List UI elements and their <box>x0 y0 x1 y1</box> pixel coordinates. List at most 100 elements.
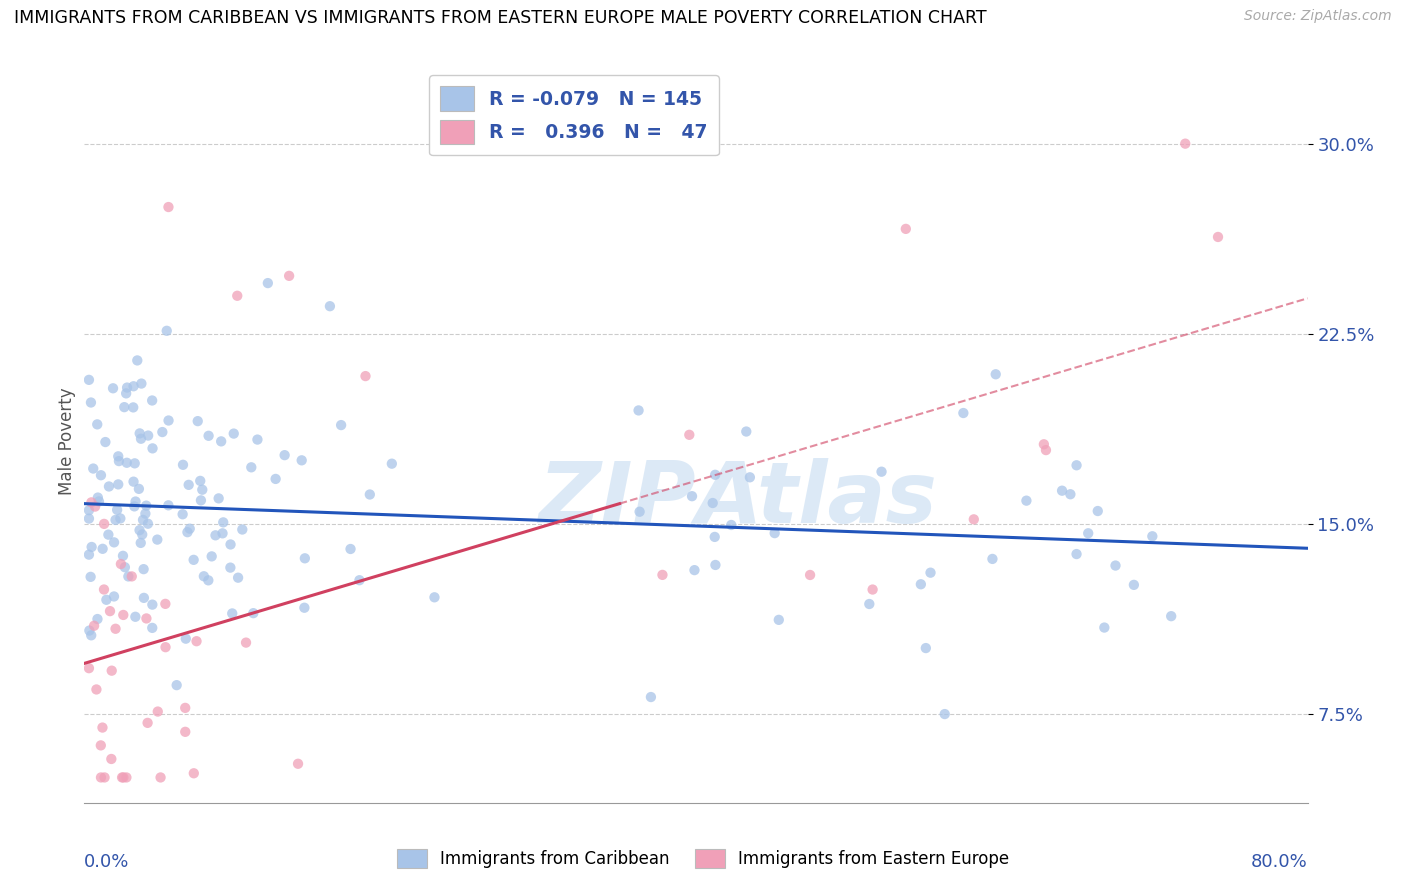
Point <box>86 612 108 626</box>
Point <box>1059 487 1081 501</box>
Point <box>135 611 157 625</box>
Point <box>115 381 138 395</box>
Point <box>107 477 129 491</box>
Point <box>136 428 159 442</box>
Point <box>381 457 404 471</box>
Point <box>193 569 215 583</box>
Point <box>278 268 301 283</box>
Point <box>150 425 173 439</box>
Point <box>122 379 145 393</box>
Point <box>242 606 264 620</box>
Point <box>981 552 1004 566</box>
Point <box>79 570 101 584</box>
Point <box>112 771 135 785</box>
Point <box>141 442 163 456</box>
Point <box>319 299 342 313</box>
Legend: R = -0.079   N = 145, R =   0.396   N =   47: R = -0.079 N = 145, R = 0.396 N = 47 <box>429 75 718 155</box>
Point <box>197 574 219 588</box>
Point <box>115 386 138 401</box>
Point <box>96 592 118 607</box>
Point <box>738 470 761 484</box>
Point <box>354 369 377 384</box>
Point <box>111 771 134 785</box>
Point <box>231 523 253 537</box>
Point <box>90 739 112 753</box>
Point <box>349 573 371 587</box>
Point <box>124 609 146 624</box>
Point <box>136 516 159 531</box>
Point <box>146 705 169 719</box>
Point <box>628 505 651 519</box>
Point <box>77 503 100 517</box>
Point <box>112 607 135 622</box>
Point <box>209 434 232 449</box>
Point <box>101 381 124 395</box>
Point <box>763 526 786 541</box>
Point <box>103 590 125 604</box>
Point <box>683 563 706 577</box>
Point <box>291 453 314 467</box>
Point <box>640 690 662 704</box>
Point <box>768 613 790 627</box>
Point <box>221 607 243 621</box>
Point <box>77 548 100 562</box>
Point <box>914 641 936 656</box>
Text: ZIP: ZIP <box>538 458 696 541</box>
Point <box>894 222 917 236</box>
Point <box>226 289 249 303</box>
Point <box>110 511 132 525</box>
Point <box>105 503 128 517</box>
Point <box>627 403 650 417</box>
Point <box>222 426 245 441</box>
Point <box>117 569 139 583</box>
Point <box>703 530 725 544</box>
Text: Source: ZipAtlas.com: Source: ZipAtlas.com <box>1244 9 1392 23</box>
Point <box>97 479 120 493</box>
Point <box>174 701 197 715</box>
Text: 0.0%: 0.0% <box>84 854 129 871</box>
Point <box>80 495 103 509</box>
Point <box>226 571 249 585</box>
Point <box>132 591 155 605</box>
Point <box>134 507 156 521</box>
Point <box>201 549 224 564</box>
Point <box>136 715 159 730</box>
Point <box>115 771 138 785</box>
Point <box>86 682 108 697</box>
Point <box>1142 529 1164 543</box>
Point <box>90 771 112 785</box>
Point <box>704 558 727 572</box>
Point <box>83 619 105 633</box>
Point <box>208 491 231 506</box>
Text: IMMIGRANTS FROM CARIBBEAN VS IMMIGRANTS FROM EASTERN EUROPE MALE POVERTY CORRELA: IMMIGRANTS FROM CARIBBEAN VS IMMIGRANTS … <box>14 9 987 27</box>
Point <box>1092 621 1115 635</box>
Point <box>124 456 146 470</box>
Point <box>141 393 163 408</box>
Point <box>77 511 100 525</box>
Point <box>157 413 180 427</box>
Point <box>1206 230 1229 244</box>
Point <box>211 526 233 541</box>
Point <box>132 513 155 527</box>
Point <box>149 771 172 785</box>
Point <box>91 721 114 735</box>
Point <box>122 475 145 489</box>
Point <box>93 771 115 785</box>
Point <box>141 621 163 635</box>
Point <box>920 566 942 580</box>
Point <box>174 724 197 739</box>
Point <box>121 569 143 583</box>
Point <box>339 541 361 556</box>
Point <box>235 635 257 649</box>
Point <box>190 493 212 508</box>
Point <box>131 527 153 541</box>
Point <box>87 494 110 508</box>
Point <box>127 353 149 368</box>
Point <box>1050 483 1073 498</box>
Point <box>122 401 145 415</box>
Point <box>172 508 194 522</box>
Point <box>132 562 155 576</box>
Point <box>246 433 269 447</box>
Point <box>166 678 188 692</box>
Point <box>157 499 180 513</box>
